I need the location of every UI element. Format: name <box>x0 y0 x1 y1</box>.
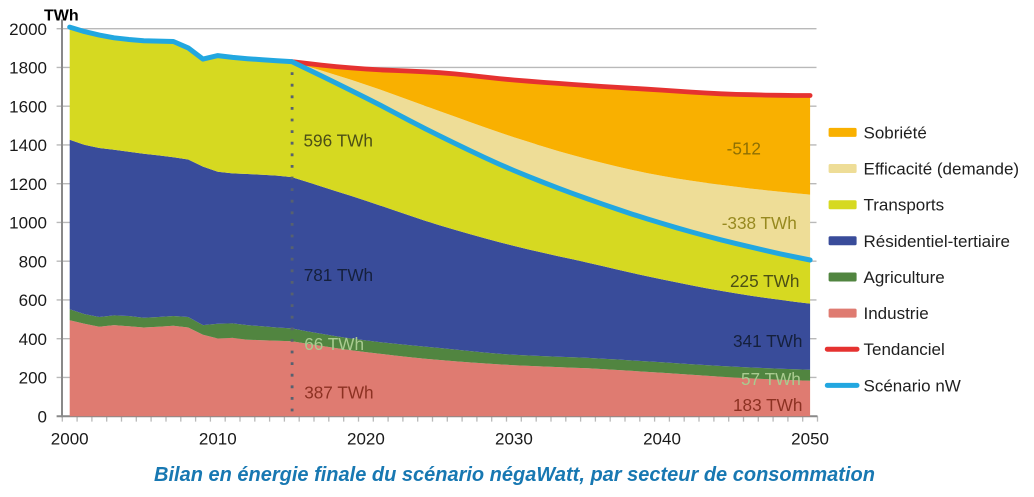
svg-text:Sobriété: Sobriété <box>864 123 927 142</box>
svg-text:1000: 1000 <box>9 214 47 233</box>
svg-text:Transports: Transports <box>864 196 945 215</box>
svg-text:66 TWh: 66 TWh <box>304 334 364 354</box>
svg-text:225 TWh: 225 TWh <box>730 271 799 291</box>
svg-text:TWh: TWh <box>44 8 79 25</box>
svg-text:781 TWh: 781 TWh <box>304 265 373 285</box>
svg-text:2020: 2020 <box>347 429 385 448</box>
svg-text:2040: 2040 <box>643 429 681 448</box>
svg-text:341 TWh: 341 TWh <box>733 331 802 351</box>
svg-text:183 TWh: 183 TWh <box>733 395 802 415</box>
svg-text:Efficacité (demande): Efficacité (demande) <box>864 160 1020 179</box>
svg-text:2030: 2030 <box>495 429 533 448</box>
svg-text:0: 0 <box>38 407 47 426</box>
svg-text:400: 400 <box>19 330 47 349</box>
svg-text:Tendanciel: Tendanciel <box>864 340 945 359</box>
svg-text:600: 600 <box>19 291 47 310</box>
svg-text:800: 800 <box>19 252 47 271</box>
svg-text:596 TWh: 596 TWh <box>304 130 373 150</box>
svg-text:Bilan en énergie finale du scé: Bilan en énergie finale du scénario néga… <box>154 464 875 486</box>
svg-text:1400: 1400 <box>9 136 47 155</box>
svg-text:-338 TWh: -338 TWh <box>722 213 797 233</box>
svg-text:-512: -512 <box>727 138 761 158</box>
svg-text:Résidentiel-tertiaire: Résidentiel-tertiaire <box>864 232 1010 251</box>
svg-text:57 TWh: 57 TWh <box>741 369 801 389</box>
svg-text:Scénario nW: Scénario nW <box>864 376 961 395</box>
svg-text:Agriculture: Agriculture <box>864 268 945 287</box>
svg-text:2000: 2000 <box>9 20 47 39</box>
svg-text:2000: 2000 <box>51 429 89 448</box>
svg-text:1200: 1200 <box>9 175 47 194</box>
svg-text:387 TWh: 387 TWh <box>304 382 373 402</box>
svg-text:200: 200 <box>19 369 47 388</box>
svg-text:2010: 2010 <box>199 429 237 448</box>
svg-text:1800: 1800 <box>9 59 47 78</box>
svg-text:1600: 1600 <box>9 97 47 116</box>
svg-text:Industrie: Industrie <box>864 304 929 323</box>
svg-text:2050: 2050 <box>791 429 829 448</box>
